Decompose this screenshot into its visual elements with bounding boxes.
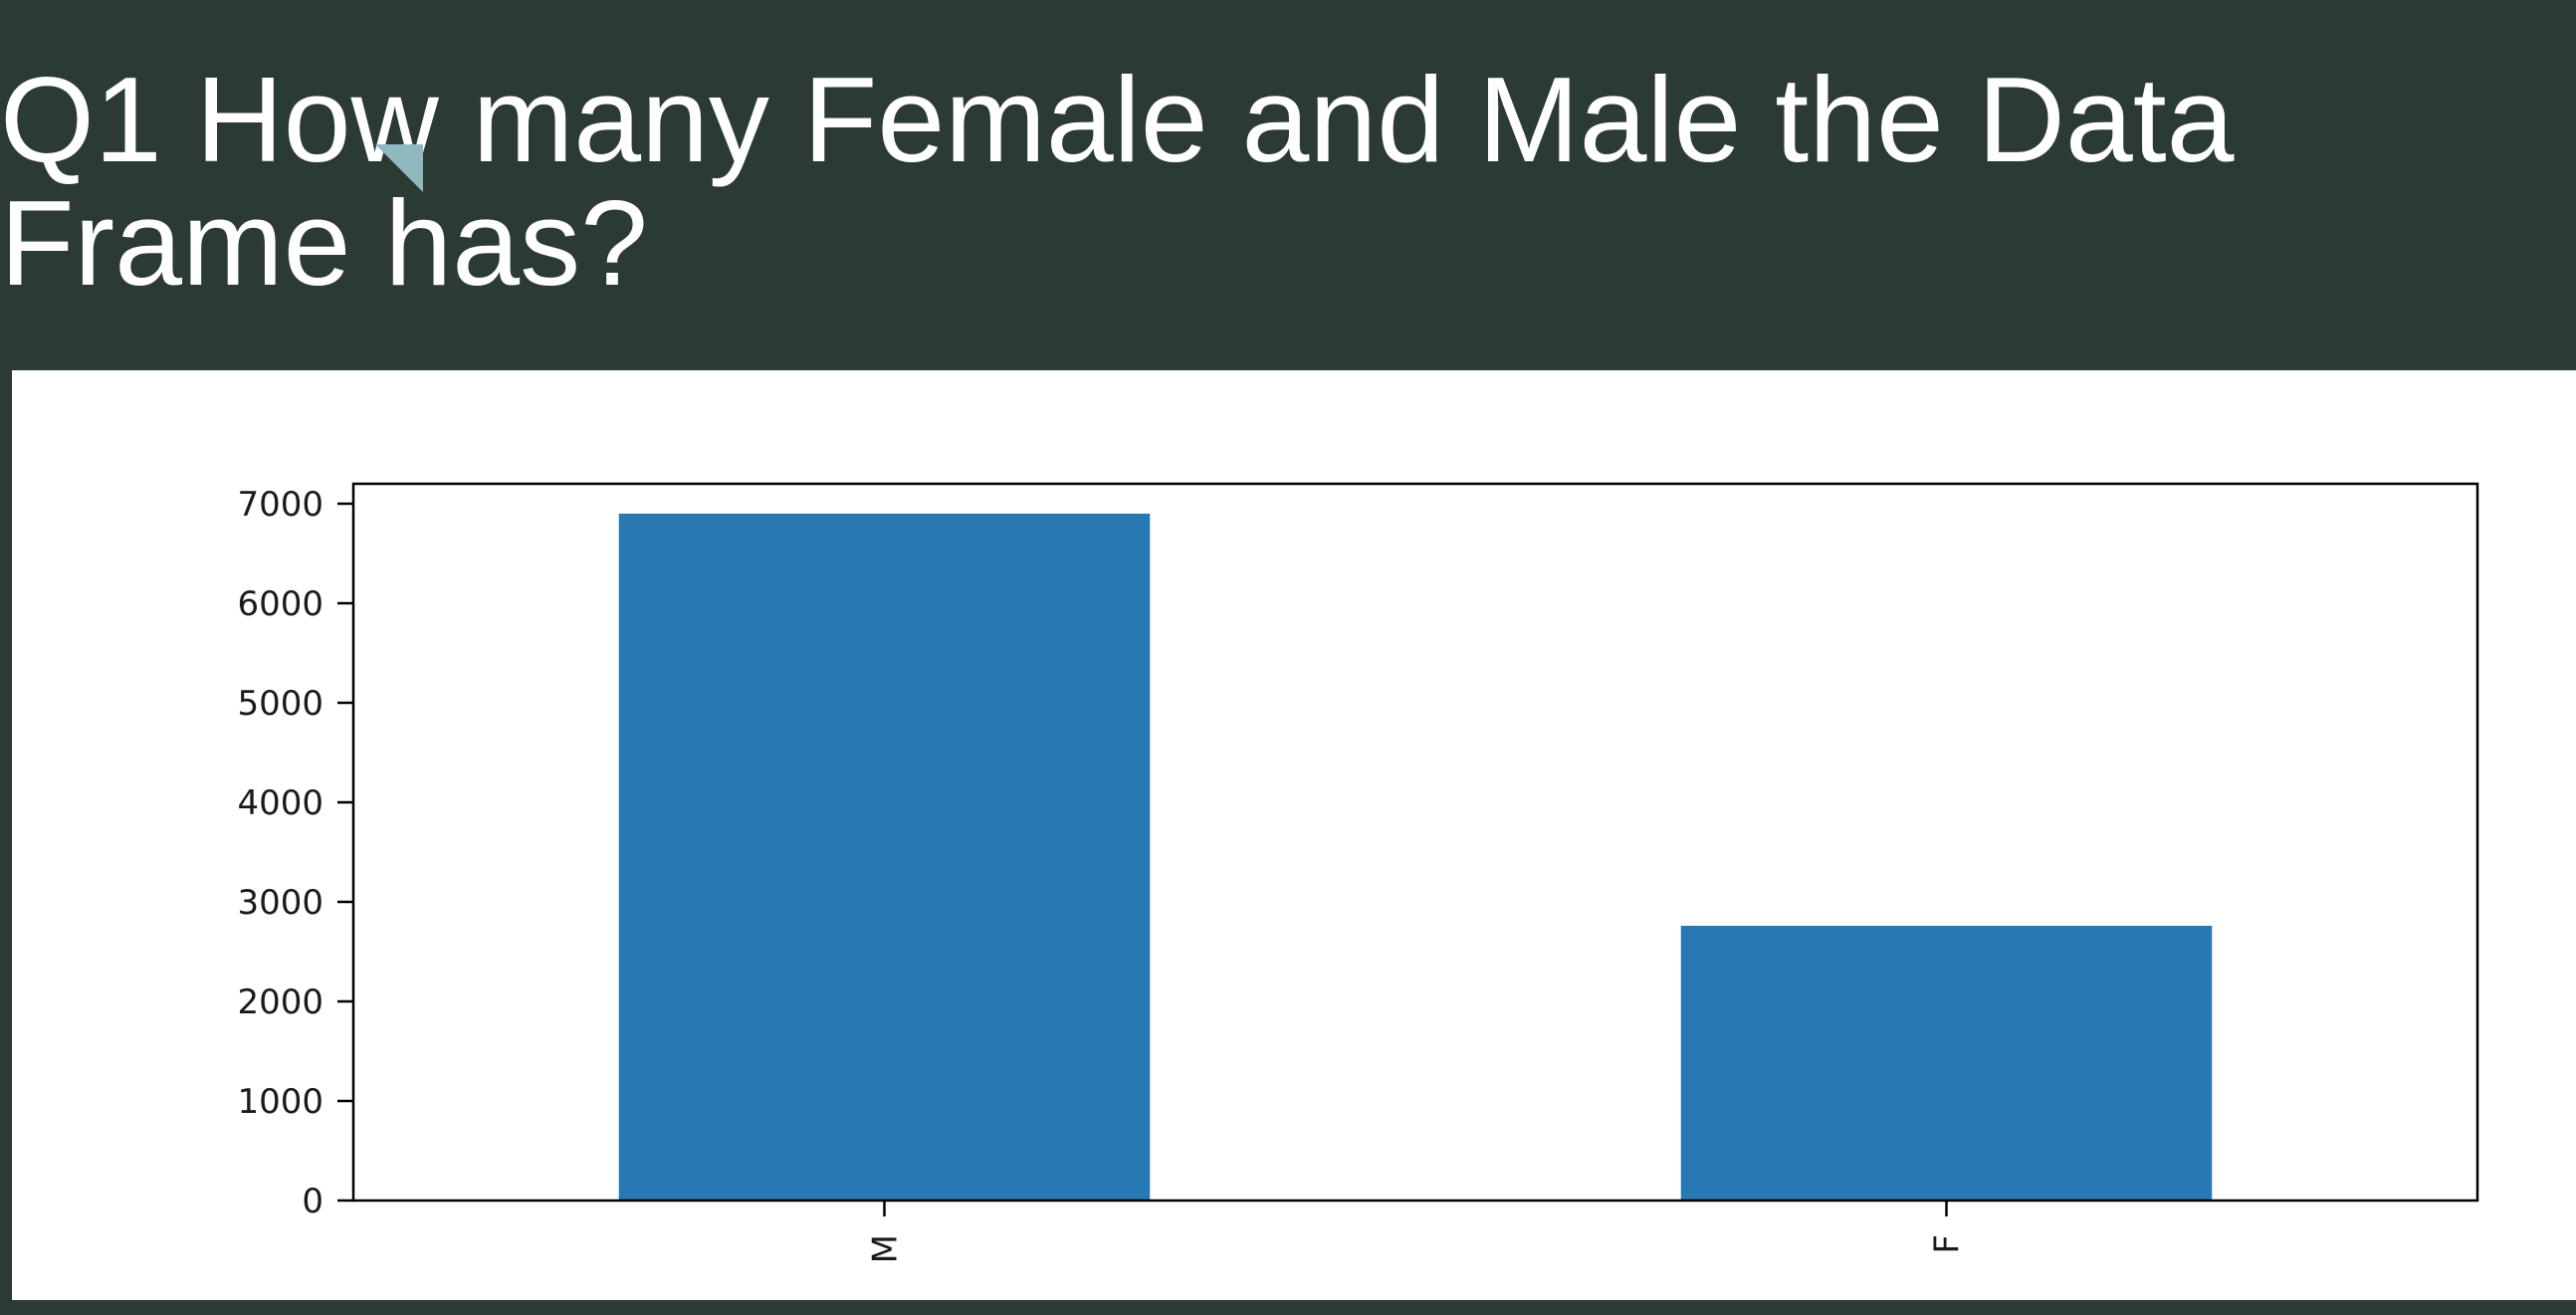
y-tick-label: 0	[302, 1182, 323, 1221]
slide-title: Q1 How many Female and Male the Data Fra…	[0, 52, 2235, 311]
accent-triangle-icon	[375, 144, 423, 192]
bars	[618, 514, 2213, 1201]
x-tick-label: F	[1928, 1234, 1968, 1254]
y-tick-label: 6000	[237, 584, 323, 624]
y-axis: 0 1000 2000 3000 4000 5000 6000 7000	[237, 485, 353, 1221]
y-tick-label: 4000	[237, 783, 323, 823]
x-tick-label: M	[866, 1234, 906, 1263]
y-tick-label: 2000	[237, 983, 323, 1022]
y-tick-label: 7000	[237, 485, 323, 525]
plot-frame	[351, 482, 2479, 1203]
y-tick-label: 5000	[237, 684, 323, 724]
y-tick-label: 1000	[237, 1082, 323, 1122]
bar-m	[618, 514, 1151, 1201]
bar-f	[1680, 926, 2213, 1201]
y-tick-label: 3000	[237, 883, 323, 923]
